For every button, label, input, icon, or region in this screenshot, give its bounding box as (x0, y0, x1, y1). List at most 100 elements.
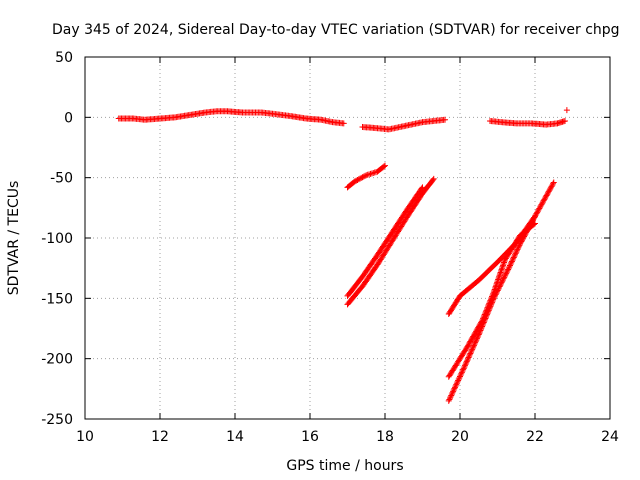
y-tick-label: -100 (41, 231, 73, 247)
y-tick-label: 50 (55, 50, 73, 66)
data-point (480, 315, 487, 322)
data-point (467, 338, 474, 345)
data-point (535, 206, 542, 213)
grid (85, 57, 610, 419)
y-axis-label: SDTVAR / TECUs (6, 181, 22, 296)
data-point (474, 334, 481, 341)
data-point (507, 261, 514, 268)
data-point (486, 300, 493, 307)
data-point (510, 254, 517, 261)
data-point (508, 259, 515, 266)
data-point (473, 336, 480, 343)
data-point (542, 195, 549, 202)
data-point (459, 368, 466, 375)
data-point (562, 117, 568, 124)
data-point (460, 366, 467, 373)
data-point (469, 346, 476, 353)
x-tick-label: 22 (526, 429, 544, 445)
data-point (447, 393, 454, 400)
data-point (505, 266, 512, 273)
data-point (461, 362, 468, 369)
data-point (513, 249, 520, 256)
data-point (534, 209, 541, 216)
data-point (515, 245, 522, 252)
data-point (468, 336, 475, 343)
data-point (505, 265, 512, 272)
data-point (503, 270, 510, 277)
data-point (465, 342, 472, 349)
data-point (510, 255, 517, 262)
y-tick-label: -150 (41, 291, 73, 307)
data-point (450, 387, 457, 394)
data-point (471, 340, 478, 347)
data-point (473, 327, 480, 334)
data-point (547, 184, 554, 191)
data-point (513, 247, 520, 254)
data-point (481, 312, 488, 319)
data-point (478, 318, 485, 325)
data-point (483, 307, 490, 314)
data-point (475, 332, 482, 339)
data-point (541, 196, 548, 203)
x-tick-label: 20 (451, 429, 469, 445)
data-point (540, 197, 547, 204)
data-point (490, 290, 497, 297)
x-tick-label: 16 (301, 429, 319, 445)
y-tick-label: -50 (50, 171, 73, 187)
data-point (362, 172, 368, 179)
data-point (530, 215, 537, 222)
data-point (500, 275, 507, 282)
data-point (449, 389, 456, 396)
data-point (382, 162, 388, 169)
data-point (537, 204, 544, 211)
data-point (447, 395, 453, 402)
data-point (458, 369, 465, 376)
x-tick-label: 24 (601, 429, 619, 445)
data-point (448, 392, 455, 399)
data-point (514, 246, 521, 253)
data-point (472, 329, 479, 336)
data-point (451, 385, 458, 392)
data-point (485, 303, 492, 310)
data-point (517, 239, 524, 246)
data-point (457, 372, 464, 379)
data-point (517, 241, 523, 248)
data-point (463, 344, 470, 351)
data-point (450, 388, 457, 395)
data-point (448, 391, 455, 398)
data-point (539, 200, 546, 207)
data-point (542, 193, 549, 200)
data-point (468, 347, 475, 354)
data-point (512, 251, 518, 258)
data-point (529, 217, 536, 224)
data-point (482, 308, 489, 315)
data-points (115, 107, 570, 404)
data-point (544, 191, 551, 198)
data-point (503, 269, 510, 276)
data-point (453, 380, 460, 387)
data-point (457, 373, 463, 380)
data-point (511, 253, 518, 260)
x-tick-label: 14 (226, 429, 244, 445)
data-point (485, 301, 492, 308)
data-point (465, 341, 472, 348)
x-axis-label: GPS time / hours (286, 458, 403, 474)
data-point (465, 354, 472, 361)
data-point (472, 339, 479, 346)
data-point (466, 339, 473, 346)
data-point (563, 107, 570, 114)
data-point (475, 331, 482, 338)
data-point (478, 319, 485, 326)
data-point (519, 237, 526, 244)
data-point (430, 175, 437, 182)
data-point (501, 273, 508, 280)
data-point (519, 235, 526, 242)
data-point (533, 210, 540, 217)
data-point (466, 353, 473, 360)
data-point (467, 350, 474, 357)
axis-ticks: 10 12 14 16 18 20 22 24 -250 -200 -150 -100 -50 0 50 (41, 50, 619, 445)
data-point (532, 220, 538, 227)
data-point (530, 221, 537, 228)
data-point (482, 310, 489, 317)
data-point (464, 357, 471, 364)
